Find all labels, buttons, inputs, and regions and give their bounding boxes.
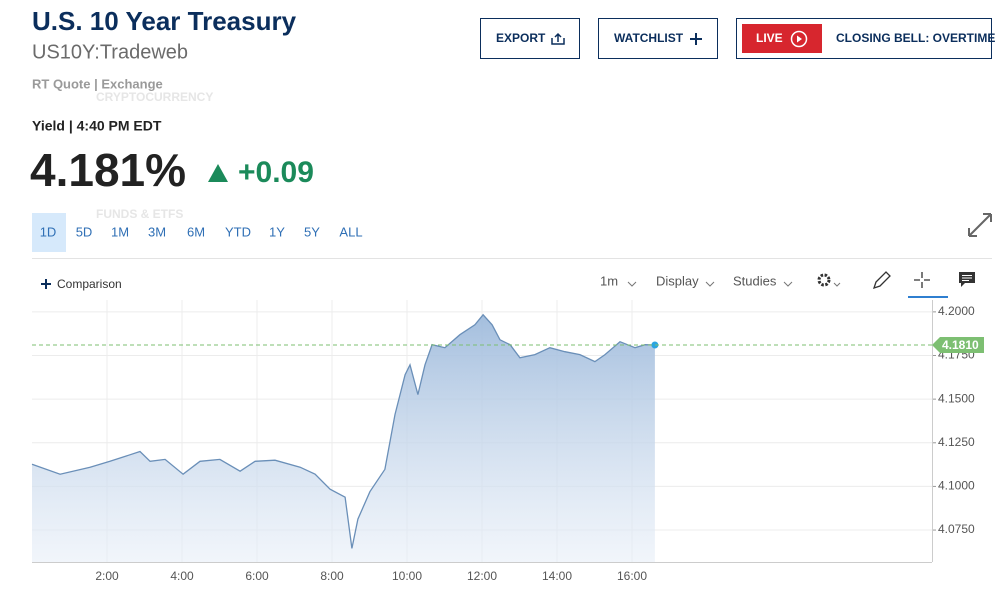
studies-menu[interactable]: Studies xyxy=(733,273,777,288)
settings-icon[interactable] xyxy=(817,273,831,287)
comparison[interactable]: Comparison xyxy=(57,277,122,291)
export-button[interactable]: EXPORT xyxy=(480,18,580,59)
play-icon xyxy=(797,35,802,43)
y-tick-label: 4.0750 xyxy=(938,522,975,536)
export-icon xyxy=(551,32,565,45)
display-menu[interactable]: Display xyxy=(656,273,699,288)
plus-icon xyxy=(690,33,702,45)
range-button[interactable]: 1M xyxy=(111,224,129,239)
x-tick-label: 14:00 xyxy=(542,569,572,583)
quote-label: Yield | 4:40 PM EDT xyxy=(32,118,162,134)
live-label: LIVE xyxy=(756,31,783,45)
line xyxy=(31,313,655,549)
button-frame xyxy=(480,18,580,59)
range-button[interactable]: 5D xyxy=(76,224,93,239)
play-icon xyxy=(790,30,808,48)
change: +0.09 xyxy=(238,156,314,189)
x-tick-label: 4:00 xyxy=(170,569,194,583)
last-value-label: 4.1810 xyxy=(942,338,979,352)
x-tick-label: 12:00 xyxy=(467,569,497,583)
quote-source: RT Quote | Exchange xyxy=(32,76,163,91)
range-button[interactable]: 1Y xyxy=(269,224,285,239)
range-selected xyxy=(32,213,66,252)
range-button[interactable]: 3M xyxy=(148,224,166,239)
chevron xyxy=(705,281,715,287)
range-button[interactable]: ALL xyxy=(339,224,362,239)
range-button[interactable]: 1D xyxy=(40,224,57,239)
draw-icon[interactable] xyxy=(872,271,891,290)
x-tick-label: 10:00 xyxy=(392,569,422,583)
x-tick-label: 8:00 xyxy=(320,569,344,583)
symbol: US10Y:Tradeweb xyxy=(32,41,188,63)
range-button[interactable]: 5Y xyxy=(304,224,320,239)
comment-lines xyxy=(962,275,972,281)
chevron xyxy=(783,281,793,287)
chevron xyxy=(627,281,637,287)
chart: 2:00 4:00 6:00 8:00 10:00 12:00 14:00 16:00 4.07… xyxy=(31,300,984,583)
plus-icon xyxy=(41,279,51,289)
y-tick-label: 4.1250 xyxy=(938,435,975,449)
title: U.S. 10 Year Treasury xyxy=(32,6,297,36)
button-label: EXPORT xyxy=(496,31,546,45)
range-button[interactable]: YTD xyxy=(225,224,251,239)
interval[interactable]: 1m xyxy=(600,273,618,288)
chevron xyxy=(833,282,841,287)
y-tick-label: 4.1000 xyxy=(938,479,975,493)
y-tick-label: 4.1500 xyxy=(938,391,975,405)
y-tick-label: 4.2000 xyxy=(938,304,975,318)
button-label: WATCHLIST xyxy=(614,31,684,45)
ghost-menu-item: FUNDS & ETFS xyxy=(96,207,183,221)
comment-icon[interactable] xyxy=(959,272,975,287)
watchlist-button[interactable]: WATCHLIST xyxy=(598,18,718,59)
range-buttons: 1D 5D 1M 3M 6M YTD 1Y 5Y ALL xyxy=(32,213,363,252)
crosshair-icon[interactable] xyxy=(914,272,930,288)
price: 4.181% xyxy=(30,144,186,196)
x-tick-label: 6:00 xyxy=(245,569,269,583)
up-arrow xyxy=(208,164,228,182)
last-point xyxy=(651,341,659,349)
live-show: CLOSING BELL: OVERTIME xyxy=(836,31,995,45)
x-tick-label: 2:00 xyxy=(95,569,119,583)
live-badge xyxy=(742,24,822,53)
x-tick-label: 16:00 xyxy=(617,569,647,583)
live-button[interactable]: LIVE CLOSING BELL: OVERTIME xyxy=(736,18,996,59)
ghost-menu-item: CRYPTOCURRENCY xyxy=(96,90,213,104)
area xyxy=(32,314,655,562)
last-value-badge xyxy=(932,337,984,354)
expand-icon[interactable] xyxy=(968,213,992,237)
range-button[interactable]: 6M xyxy=(187,224,205,239)
